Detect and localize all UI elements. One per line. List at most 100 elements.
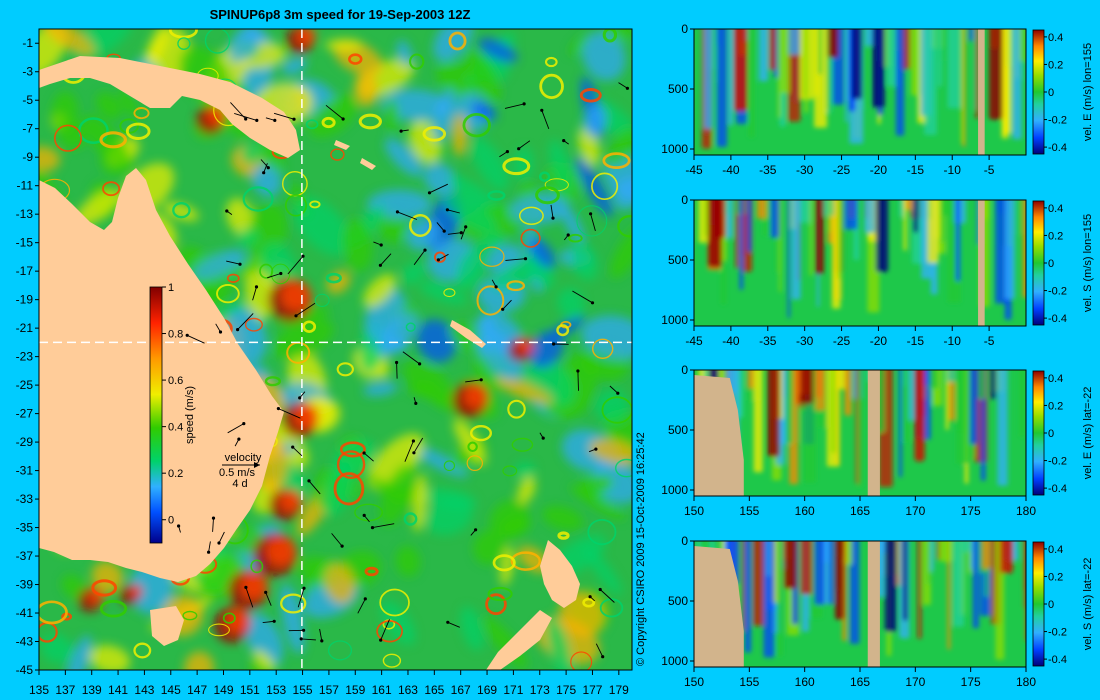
section-2-x-tick-label-6: -15 (907, 334, 925, 348)
speed-colorbar (149, 286, 163, 544)
land-tasmania (150, 606, 184, 646)
section-1-colorbar-tick-label-0: -0.4 (1048, 142, 1067, 154)
section-3-colorbar-tick-label-1: -0.2 (1048, 456, 1067, 468)
map-x-tick-label-20: 175 (556, 683, 576, 697)
section-3-x-tick-label-4: 170 (905, 504, 925, 518)
section-3-x-tick-label-5: 175 (961, 504, 981, 518)
section-4-colorbar-tick-label-4: 0.4 (1048, 544, 1063, 556)
map-y-tick-label-3: -7 (22, 122, 33, 136)
section-3-x-tick-label-0: 150 (684, 504, 704, 518)
map-y-tick-label-4: -9 (22, 150, 33, 164)
section-land-4-0 (694, 546, 744, 667)
section-4-colorbar-tick-label-0: -0.4 (1048, 654, 1067, 666)
map-x-tick-label-17: 169 (477, 683, 497, 697)
map-frame (38, 28, 633, 671)
map-x-tick-label-1: 137 (55, 683, 75, 697)
map-x-tick-label-4: 143 (134, 683, 154, 697)
speed-colorbar-tick-label-4: 0.8 (168, 329, 183, 341)
section-4-x-tick-label-0: 150 (684, 675, 704, 689)
map-x-tick-label-16: 167 (451, 683, 471, 697)
velocity-key: velocity 0.5 m/s 4 d (219, 452, 262, 490)
section-3-y-tick-label-0: 0 (681, 363, 688, 377)
map-y-tick-label-12: -25 (16, 378, 34, 392)
speed-colorbar-tick-label-2: 0.4 (168, 422, 183, 434)
section-field-4 (694, 541, 1026, 667)
section-1-x-tick-label-2: -35 (759, 163, 777, 177)
section-1-x-tick-label-7: -10 (944, 163, 962, 177)
map-y-tick-label-18: -37 (16, 549, 34, 563)
land-new-zealand-north (540, 540, 580, 608)
map-y-tick-label-9: -19 (16, 293, 34, 307)
section-4-y-tick-label-0: 0 (681, 534, 688, 548)
map-y-tick-label-21: -43 (16, 635, 34, 649)
section-land-2-0 (978, 200, 985, 326)
section-3-colorbar-tick-label-0: -0.4 (1048, 483, 1067, 495)
section-4-x-tick-label-5: 175 (961, 675, 981, 689)
section-3-y-tick-label-2: 1000 (661, 483, 688, 497)
section-2-x-tick-label-1: -40 (722, 334, 740, 348)
section-2-colorbar-tick-label-4: 0.4 (1048, 203, 1063, 215)
section-2-colorbar-tick-label-0: -0.4 (1048, 313, 1067, 325)
section-1-colorbar-label: vel. E (m/s) lon=155 (1082, 43, 1094, 141)
map-y-tick-label-17: -35 (16, 521, 34, 535)
map-x-tick-label-6: 147 (187, 683, 207, 697)
section-4-y-tick-label-1: 500 (668, 594, 688, 608)
section-2-colorbar-label: vel. S (m/s) lon=155 (1082, 214, 1094, 312)
section-4-y-tick-label-2: 1000 (661, 654, 688, 668)
section-4-colorbar-tick-label-1: -0.2 (1048, 627, 1067, 639)
map-x-tick-label-15: 165 (424, 683, 444, 697)
section-frame-1 (693, 28, 1027, 156)
map-x-tick-label-2: 139 (82, 683, 102, 697)
section-land-4-1 (867, 541, 880, 667)
section-3-x-tick-label-6: 180 (1016, 504, 1036, 518)
map-y-tick-label-11: -23 (16, 350, 34, 364)
section-4-x-tick-label-2: 160 (795, 675, 815, 689)
section-1-colorbar-tick-label-2: 0 (1048, 87, 1054, 99)
map-y-tick-label-19: -39 (16, 578, 34, 592)
velocity-arrows (154, 82, 630, 659)
section-2-x-tick-label-5: -20 (870, 334, 888, 348)
map-x-tick-label-18: 171 (503, 683, 523, 697)
speed-colorbar-tick-label-3: 0.6 (168, 375, 183, 387)
map-y-tick-label-0: -1 (22, 36, 33, 50)
map-y-tick-label-16: -33 (16, 492, 34, 506)
map-y-tick-label-8: -17 (16, 264, 34, 278)
section-land-3-0 (694, 375, 744, 496)
section-2-x-tick-label-2: -35 (759, 334, 777, 348)
map-x-tick-label-19: 173 (530, 683, 550, 697)
section-3-colorbar-tick-label-3: 0.2 (1048, 400, 1063, 412)
map-x-tick-label-9: 153 (266, 683, 286, 697)
section-3-colorbar-label: vel. E (m/s) lat=-22 (1082, 387, 1094, 480)
section-2-x-tick-label-3: -30 (796, 334, 814, 348)
section-4-colorbar-tick-label-2: 0 (1048, 599, 1054, 611)
section-4-colorbar-label: vel. S (m/s) lat=-22 (1082, 558, 1094, 651)
section-2-y-tick-label-2: 1000 (661, 313, 688, 327)
map-y-tick-label-6: -13 (16, 207, 34, 221)
map-y-tick-label-7: -15 (16, 236, 34, 250)
section-1-x-tick-label-3: -30 (796, 163, 814, 177)
map-x-tick-label-13: 161 (372, 683, 392, 697)
section-1-y-tick-label-2: 1000 (661, 142, 688, 156)
velocity-key-duration: 4 d (232, 478, 247, 490)
section-4-x-tick-label-6: 180 (1016, 675, 1036, 689)
speed-colorbar-ticks: 0 0.2 0.4 0.6 0.8 1 (162, 282, 183, 527)
section-1-colorbar (1032, 29, 1045, 155)
land-solomon (334, 140, 376, 170)
map-y-tick-label-22: -45 (16, 663, 34, 677)
section-1-x-tick-label-0: -45 (685, 163, 703, 177)
section-3-colorbar (1032, 370, 1045, 496)
land-new-zealand-south (486, 610, 552, 670)
map-y-tick-label-2: -5 (22, 93, 33, 107)
map-y-tick-label-20: -41 (16, 606, 34, 620)
section-3-x-tick-label-3: 165 (850, 504, 870, 518)
speed-colorbar-tick-label-5: 1 (168, 282, 174, 294)
section-2-x-tick-label-7: -10 (944, 334, 962, 348)
section-panel-2: -45 -40 -35 -30 -25 -20 -15 -10 -5 0 500 1000 -0.4 -0… (661, 193, 1094, 348)
section-land-1-0 (978, 29, 985, 155)
section-panels: -45 -40 -35 -30 -25 -20 -15 -10 -5 0 500 1000 -0.4 -0… (661, 22, 1094, 689)
map-x-tick-label-21: 177 (582, 683, 602, 697)
map-y-tick-label-10: -21 (16, 321, 34, 335)
map-y-tick-label-15: -31 (16, 464, 34, 478)
section-1-x-tick-label-5: -20 (870, 163, 888, 177)
map-x-tick-label-12: 159 (345, 683, 365, 697)
